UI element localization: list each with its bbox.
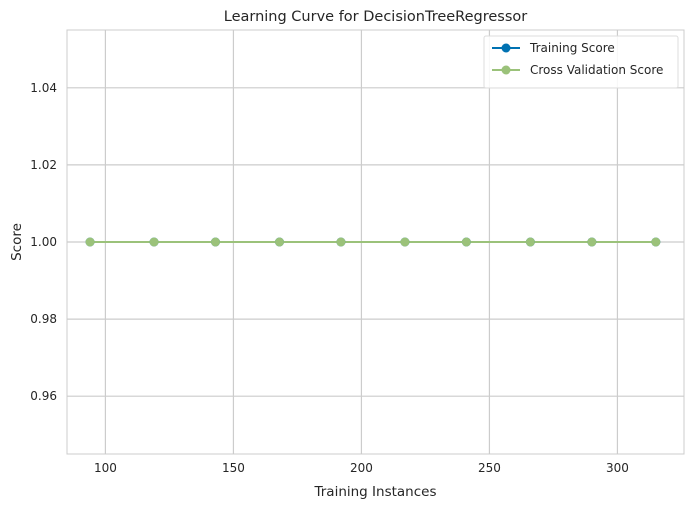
data-point [400,237,410,247]
series-layer [85,237,661,247]
legend-box [483,35,679,89]
x-tick-label: 100 [94,461,117,475]
data-point [525,237,535,247]
data-point [651,237,661,247]
legend-label-cross-validation: Cross Validation Score [530,63,663,77]
data-point [336,237,346,247]
data-point [587,237,597,247]
data-point [85,237,95,247]
y-tick-label: 0.96 [30,389,57,403]
x-tick-label: 200 [350,461,373,475]
data-point [461,237,471,247]
y-axis-ticks: 0.96 0.98 1.00 1.02 1.04 [30,81,57,403]
data-point [210,237,220,247]
legend-entry-cross-validation: Cross Validation Score [492,63,663,77]
x-tick-label: 300 [606,461,629,475]
data-point [149,237,159,247]
legend-entry-training: Training Score [492,41,615,55]
y-tick-label: 1.02 [30,158,57,172]
x-tick-label: 150 [222,461,245,475]
y-tick-label: 1.00 [30,235,57,249]
x-axis-ticks: 100 150 200 250 300 [94,461,629,475]
legend-marker-training [501,43,511,53]
y-tick-label: 0.98 [30,312,57,326]
y-axis-title: Score [9,223,25,261]
data-point [274,237,284,247]
x-tick-label: 250 [478,461,501,475]
legend-label-training: Training Score [529,41,615,55]
y-tick-label: 1.04 [30,81,57,95]
chart-title: Learning Curve for DecisionTreeRegressor [224,9,528,25]
x-axis-title: Training Instances [313,484,436,500]
legend-marker-cross-validation [501,65,511,75]
legend: Training Score Cross Validation Score [483,35,679,89]
